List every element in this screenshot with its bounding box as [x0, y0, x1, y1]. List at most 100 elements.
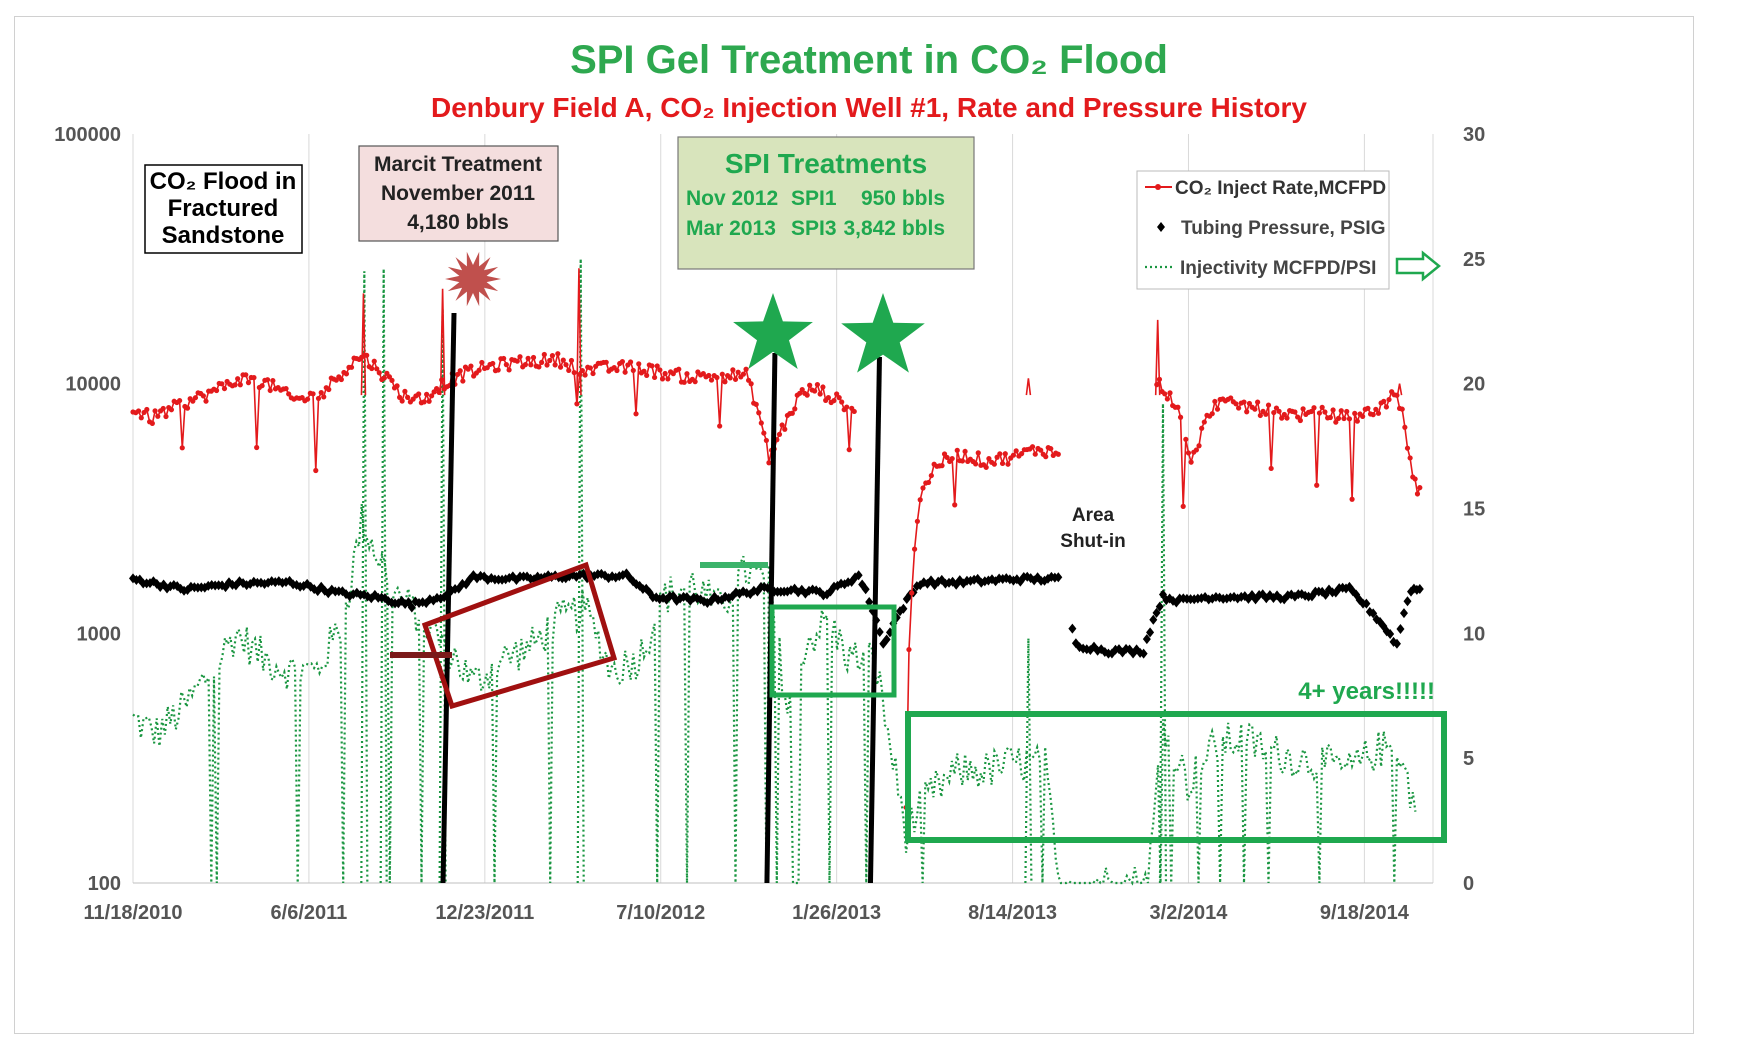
y-right-tick-label: 25 [1463, 249, 1485, 271]
pressure-point [1386, 628, 1395, 639]
y-right-tick-label: 0 [1463, 873, 1474, 895]
pressure-point [512, 575, 521, 586]
pressure-point [1149, 614, 1158, 625]
pressure-point [1396, 623, 1405, 634]
chart-subtitle: Denbury Field A, CO₂ Injection Well #1, … [431, 92, 1307, 123]
legend-box [1136, 170, 1390, 290]
x-tick-label: 11/18/2010 [84, 902, 183, 924]
injectivity-spike [576, 258, 585, 884]
injectivity-spike [438, 308, 447, 884]
long-term-response-box [905, 711, 1447, 843]
pressure-point [875, 626, 884, 637]
chart-svg: SPI Gel Treatment in CO₂ Flood Denbury F… [54, 38, 1485, 924]
pressure-point [882, 634, 891, 645]
series-layer [129, 258, 1424, 886]
injectivity-spike [379, 268, 388, 884]
pressure-point [264, 577, 273, 588]
x-tick-label: 9/18/2014 [1320, 902, 1410, 924]
marcit-response-box [421, 561, 618, 710]
rate-spike [360, 293, 367, 396]
pressure-point [1023, 571, 1032, 582]
x-tick-label: 6/6/2011 [271, 902, 348, 924]
legend: CO₂ Inject Rate,MCFPD Tubing Pressure, PS… [1136, 170, 1441, 290]
spi-row-name: SPI1 [791, 187, 837, 210]
rate-spike [1025, 378, 1032, 396]
pressure-point [1155, 601, 1164, 612]
pressure-point [861, 584, 870, 595]
rate-spike [1154, 319, 1161, 396]
x-tick-label: 12/23/2011 [435, 902, 534, 924]
spi-label-title: SPI Treatments [725, 148, 927, 179]
years-label: 4+ years!!!!! [1298, 678, 1435, 705]
right-axis-arrow-icon [1395, 250, 1441, 282]
injectivity-spike [1024, 638, 1033, 884]
x-tick-label: 1/26/2013 [792, 902, 881, 924]
spi-label-box [677, 136, 975, 270]
pressure-point [508, 571, 517, 582]
injectivity-spike [1158, 403, 1168, 884]
spi-row-date: Mar 2013 [686, 217, 776, 240]
spi3-star-icon [841, 293, 925, 373]
legend-injectivity-label: Injectivity MCFPD/PSI [1180, 258, 1376, 279]
rate-spike [1396, 383, 1403, 396]
spi-row-volume: 3,842 bbls [843, 217, 945, 240]
pressure-point [1152, 607, 1161, 618]
pressure-point [1399, 608, 1408, 619]
spi-response-box [769, 604, 897, 698]
x-tick-label: 8/14/2013 [968, 902, 1057, 924]
pressure-point [1362, 598, 1371, 609]
y-left-tick-label: 100 [88, 873, 121, 895]
spi1-star-icon [733, 293, 813, 369]
marcit-starburst-icon [445, 251, 501, 307]
x-tick-label: 7/10/2012 [616, 902, 705, 924]
marcit-label-box [358, 145, 559, 242]
pressure-point [1054, 572, 1063, 583]
injectivity-spike [360, 271, 369, 884]
y-left-tick-label: 1000 [77, 623, 122, 645]
y-right-tick-label: 5 [1463, 748, 1474, 770]
pressure-point [1403, 596, 1412, 607]
pressure-point [1146, 627, 1155, 638]
spi-row-name: SPI3 [791, 217, 837, 240]
pressure-point [865, 596, 874, 607]
flood-label-line: CO₂ Flood in [150, 168, 297, 195]
pressure-point [1068, 623, 1077, 634]
marcit-label-line: 4,180 bbls [407, 211, 509, 234]
pressure-point [260, 578, 269, 589]
pressure-point [1142, 634, 1151, 645]
flood-label-box [144, 164, 303, 254]
flood-label-line: Fractured [168, 195, 279, 222]
spi-row-volume: 950 bbls [861, 187, 945, 210]
pressure-point [854, 570, 863, 581]
legend-pressure-marker [1157, 222, 1165, 232]
x-tick-label: 3/2/2014 [1150, 902, 1229, 924]
injectivity-series-line [132, 503, 1417, 886]
pressure-point [249, 576, 258, 587]
pressure-point [1415, 583, 1424, 594]
marcit-treatment-line [440, 312, 457, 884]
rate-spike [439, 288, 446, 396]
pressure-point [505, 572, 514, 583]
pressure-point [407, 602, 416, 613]
y-left-tick-label: 100000 [54, 124, 121, 146]
marcit-label-line: November 2011 [381, 182, 535, 205]
y-right-tick-label: 10 [1463, 623, 1485, 645]
chart-title: SPI Gel Treatment in CO₂ Flood [570, 38, 1168, 82]
legend-rate-marker [1155, 184, 1161, 190]
y-right-tick-label: 15 [1463, 499, 1485, 521]
shut-in-label: Shut-in [1060, 531, 1125, 552]
flood-label-line: Sandstone [162, 222, 285, 249]
y-right-tick-label: 20 [1463, 374, 1485, 396]
spi-row-date: Nov 2012 [686, 187, 778, 210]
pressure-point [899, 603, 908, 614]
pressure-point [1369, 608, 1378, 619]
rate-series-line [132, 351, 1421, 808]
pressure-point [1392, 638, 1401, 649]
marcit-label-line: Marcit Treatment [374, 153, 542, 176]
shut-in-label: Area [1072, 505, 1115, 526]
legend-pressure-label: Tubing Pressure, PSIG [1181, 218, 1385, 239]
y-right-tick-label: 30 [1463, 124, 1485, 146]
chart-frame: SPI Gel Treatment in CO₂ Flood Denbury F… [14, 16, 1694, 1034]
pressure-point [1139, 648, 1148, 659]
